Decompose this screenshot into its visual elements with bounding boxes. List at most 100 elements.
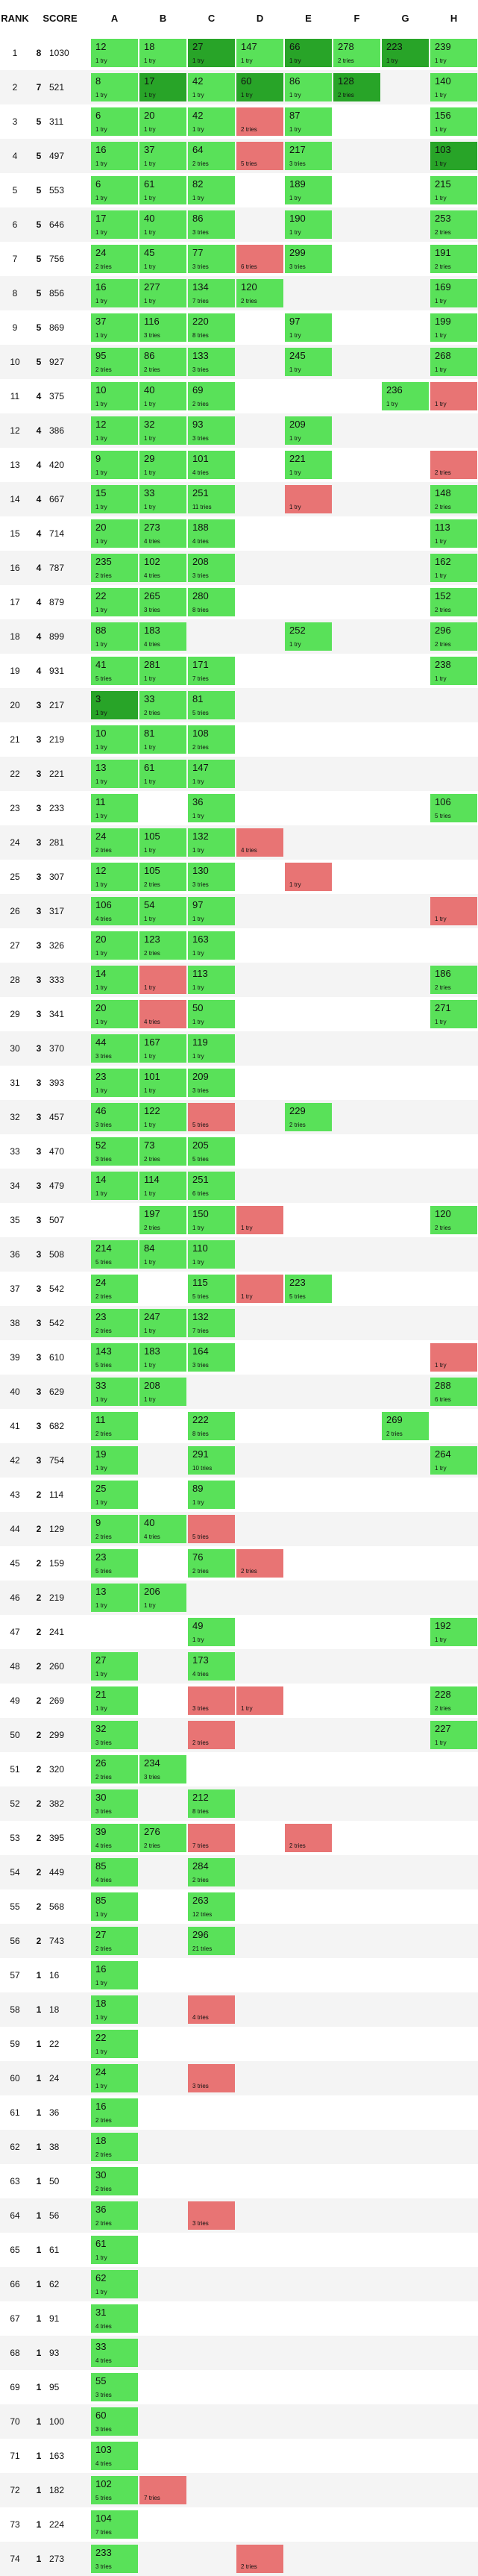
team-row[interactable]: 69 1 95 55 3 tries — [0, 2370, 478, 2404]
rank-header[interactable]: RANK — [1, 12, 29, 24]
solved-cell[interactable]: 86 3 tries — [188, 210, 236, 239]
team-row[interactable]: 1 8 1030 12 1 try 18 1 try 27 1 try 147 1 try 66 1 t… — [0, 36, 478, 70]
failed-attempt-cell[interactable]: 3 tries — [188, 1686, 236, 1715]
solved-cell[interactable]: 221 1 try — [285, 451, 333, 479]
failed-attempt-cell[interactable]: 4 tries — [188, 1995, 236, 2024]
solved-cell[interactable]: 61 1 try — [139, 760, 187, 788]
solved-cell[interactable]: 265 3 tries — [139, 588, 187, 616]
solved-cell[interactable]: 251 6 tries — [188, 1172, 236, 1200]
solved-cell[interactable]: 95 2 tries — [91, 348, 139, 376]
solved-cell[interactable]: 87 1 try — [285, 107, 333, 136]
solved-cell[interactable]: 20 1 try — [91, 931, 139, 960]
failed-attempt-cell[interactable]: 7 tries — [139, 2476, 187, 2504]
solved-cell[interactable]: 214 5 tries — [91, 1240, 139, 1269]
solved-cell[interactable]: 19 1 try — [91, 1446, 139, 1475]
failed-attempt-cell[interactable]: 1 try — [430, 382, 478, 410]
team-row[interactable]: 61 1 36 16 2 tries — [0, 2095, 478, 2130]
solved-cell[interactable]: 18 1 try — [91, 1995, 139, 2024]
team-row[interactable]: 68 1 93 33 4 tries — [0, 2336, 478, 2370]
failed-attempt-cell[interactable]: 1 try — [139, 966, 187, 994]
failed-attempt-cell[interactable]: 5 tries — [188, 1103, 236, 1131]
solved-cell[interactable]: 271 1 try — [430, 1000, 478, 1028]
problem-header-c[interactable]: C — [207, 12, 216, 24]
solved-cell[interactable]: 40 1 try — [139, 210, 187, 239]
solved-cell[interactable]: 17 1 try — [91, 210, 139, 239]
failed-attempt-cell[interactable]: 2 tries — [188, 1721, 236, 1749]
team-row[interactable]: 56 2 743 27 2 tries 296 21 tries — [0, 1924, 478, 1958]
team-row[interactable]: 8 5 856 16 1 try 277 1 try 134 7 tries 120 2 tries… — [0, 276, 478, 310]
solved-cell[interactable]: 76 2 tries — [188, 1549, 236, 1578]
team-row[interactable]: 30 3 370 44 3 tries 167 1 try 119 1 try — [0, 1031, 478, 1066]
solved-cell[interactable]: 49 1 try — [188, 1618, 236, 1646]
team-row[interactable]: 58 1 18 18 1 try 4 tries — [0, 1992, 478, 2027]
team-row[interactable]: 24 3 281 24 2 tries 105 1 try 132 1 try 4 tries — [0, 825, 478, 860]
solved-cell[interactable]: 147 1 try — [188, 760, 236, 788]
solved-cell[interactable]: 16 1 try — [91, 279, 139, 307]
team-row[interactable]: 9 5 869 37 1 try 116 3 tries 220 8 tries 97 1 try 1… — [0, 310, 478, 345]
team-row[interactable]: 32 3 457 46 3 tries 122 1 try 5 tries 229 2 tries — [0, 1100, 478, 1134]
solved-cell[interactable]: 269 2 tries — [382, 1412, 430, 1440]
team-row[interactable]: 62 1 38 18 2 tries — [0, 2130, 478, 2164]
solved-cell[interactable]: 14 1 try — [91, 1172, 139, 1200]
solved-cell[interactable]: 61 1 try — [139, 176, 187, 204]
team-row[interactable]: 13 4 420 9 1 try 29 1 try 101 4 tries 221 1 try 2 t… — [0, 448, 478, 482]
team-row[interactable]: 40 3 629 33 1 try 208 1 try 288 6 tries — [0, 1375, 478, 1409]
team-row[interactable]: 28 3 333 14 1 try 1 try 113 1 try 186 2 tries — [0, 963, 478, 997]
solved-cell[interactable]: 106 5 tries — [430, 794, 478, 822]
team-row[interactable]: 17 4 879 22 1 try 265 3 tries 280 8 tries 152 2 tr… — [0, 585, 478, 619]
solved-cell[interactable]: 132 7 tries — [188, 1309, 236, 1337]
solved-cell[interactable]: 223 1 try — [382, 39, 430, 67]
solved-cell[interactable]: 152 2 tries — [430, 588, 478, 616]
failed-attempt-cell[interactable]: 7 tries — [188, 1824, 236, 1852]
solved-cell[interactable]: 147 1 try — [236, 39, 284, 67]
failed-attempt-cell[interactable]: 5 tries — [188, 1515, 236, 1543]
solved-cell[interactable]: 36 2 tries — [91, 2201, 139, 2230]
team-row[interactable]: 16 4 787 235 2 tries 102 4 tries 208 3 tries 162 1… — [0, 551, 478, 585]
solved-cell[interactable]: 189 1 try — [285, 176, 333, 204]
solved-cell[interactable]: 236 1 try — [382, 382, 430, 410]
solved-cell[interactable]: 284 2 tries — [188, 1858, 236, 1886]
solved-cell[interactable]: 115 5 tries — [188, 1275, 236, 1303]
solved-cell[interactable]: 73 2 tries — [139, 1137, 187, 1166]
solved-cell[interactable]: 132 1 try — [188, 828, 236, 857]
team-row[interactable]: 39 3 610 143 5 tries 183 1 try 164 3 tries 1 try — [0, 1340, 478, 1375]
failed-attempt-cell[interactable]: 1 try — [236, 1686, 284, 1715]
failed-attempt-cell[interactable]: 1 try — [236, 1206, 284, 1234]
team-row[interactable]: 49 2 269 21 1 try 3 tries 1 try 228 2 tries — [0, 1684, 478, 1718]
solved-cell[interactable]: 119 1 try — [188, 1034, 236, 1063]
solved-cell[interactable]: 21 1 try — [91, 1686, 139, 1715]
solved-cell[interactable]: 103 1 try — [430, 142, 478, 170]
team-row[interactable]: 31 3 393 23 1 try 101 1 try 209 3 tries — [0, 1066, 478, 1100]
solved-cell[interactable]: 140 1 try — [430, 73, 478, 101]
failed-attempt-cell[interactable]: 3 tries — [188, 2201, 236, 2230]
team-row[interactable]: 23 3 233 11 1 try 36 1 try 106 5 tries — [0, 791, 478, 825]
solved-cell[interactable]: 101 4 tries — [188, 451, 236, 479]
solved-cell[interactable]: 104 7 tries — [91, 2510, 139, 2539]
solved-cell[interactable]: 253 2 tries — [430, 210, 478, 239]
problem-header-e[interactable]: E — [305, 12, 312, 24]
team-row[interactable]: 47 2 241 49 1 try 192 1 try — [0, 1615, 478, 1649]
solved-cell[interactable]: 16 1 try — [91, 1961, 139, 1989]
solved-cell[interactable]: 276 2 tries — [139, 1824, 187, 1852]
team-row[interactable]: 51 2 320 26 2 tries 234 3 tries — [0, 1752, 478, 1786]
solved-cell[interactable]: 13 1 try — [91, 760, 139, 788]
team-row[interactable]: 22 3 221 13 1 try 61 1 try 147 1 try — [0, 757, 478, 791]
team-row[interactable]: 18 4 899 88 1 try 183 4 tries 252 1 try 296 2 trie… — [0, 619, 478, 654]
solved-cell[interactable]: 20 1 try — [91, 1000, 139, 1028]
solved-cell[interactable]: 220 8 tries — [188, 313, 236, 342]
failed-attempt-cell[interactable]: 3 tries — [188, 2064, 236, 2092]
solved-cell[interactable]: 239 1 try — [430, 39, 478, 67]
solved-cell[interactable]: 31 4 tries — [91, 2304, 139, 2333]
team-row[interactable]: 59 1 22 22 1 try — [0, 2027, 478, 2061]
solved-cell[interactable]: 209 3 tries — [188, 1069, 236, 1097]
team-row[interactable]: 65 1 61 61 1 try — [0, 2233, 478, 2267]
failed-attempt-cell[interactable]: 4 tries — [236, 828, 284, 857]
failed-attempt-cell[interactable]: 2 tries — [236, 2545, 284, 2573]
solved-cell[interactable]: 66 1 try — [285, 39, 333, 67]
solved-cell[interactable]: 120 2 tries — [430, 1206, 478, 1234]
solved-cell[interactable]: 64 2 tries — [188, 142, 236, 170]
solved-cell[interactable]: 23 1 try — [91, 1069, 139, 1097]
solved-cell[interactable]: 183 4 tries — [139, 622, 187, 651]
team-row[interactable]: 70 1 100 60 3 tries — [0, 2404, 478, 2439]
